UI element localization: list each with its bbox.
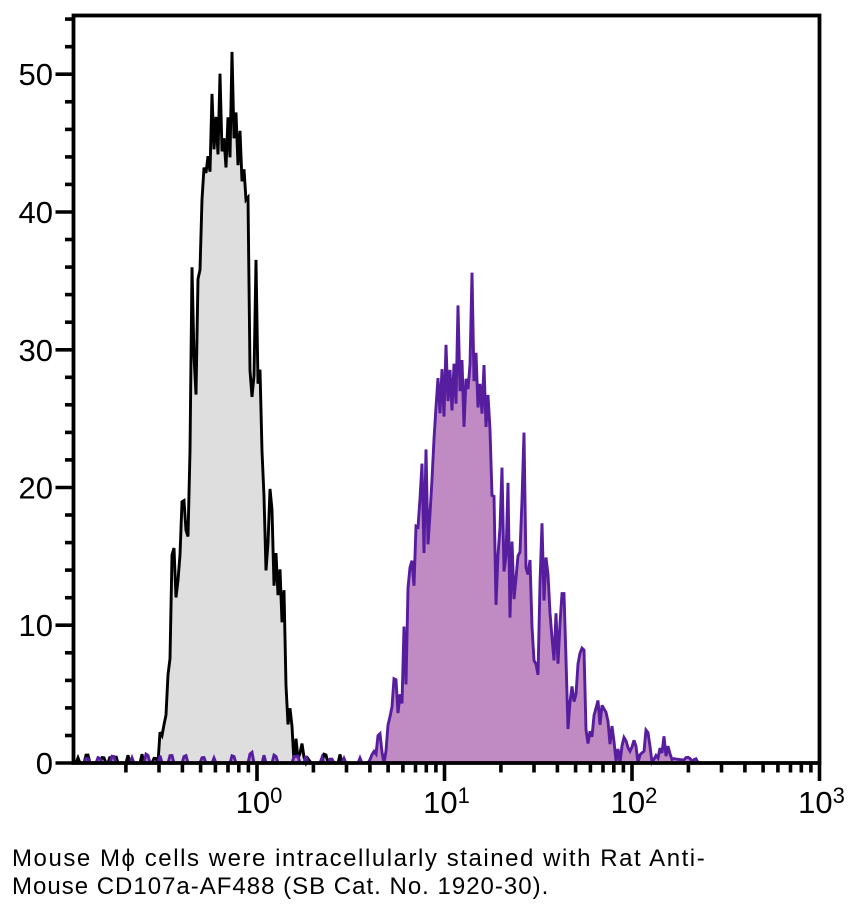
svg-text:103: 103 <box>798 783 845 820</box>
svg-text:101: 101 <box>423 783 470 820</box>
svg-text:30: 30 <box>19 333 53 368</box>
svg-text:102: 102 <box>611 783 658 820</box>
svg-text:20: 20 <box>19 471 53 506</box>
svg-text:100: 100 <box>236 783 283 820</box>
svg-text:10: 10 <box>19 608 53 643</box>
svg-text:40: 40 <box>19 195 53 230</box>
svg-text:50: 50 <box>19 57 53 92</box>
svg-text:0: 0 <box>36 746 53 781</box>
